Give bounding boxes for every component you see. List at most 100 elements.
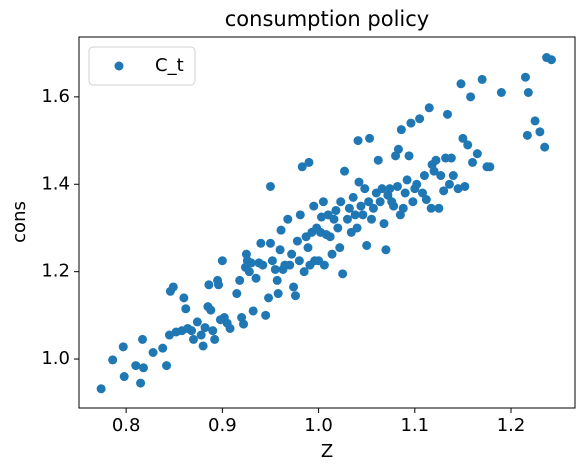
point	[456, 79, 466, 89]
y-tick-label: 1.0	[41, 348, 70, 369]
point	[256, 238, 266, 248]
point	[267, 256, 277, 266]
point	[354, 177, 364, 187]
point	[208, 326, 218, 336]
point	[206, 305, 216, 315]
point	[444, 179, 454, 189]
point	[270, 264, 280, 274]
point	[192, 317, 202, 327]
point	[446, 153, 456, 163]
point	[385, 184, 395, 194]
point	[251, 273, 261, 283]
point	[283, 214, 293, 224]
point	[217, 256, 227, 266]
x-tick-label: 0.9	[208, 415, 237, 436]
x-tick-label: 1.2	[497, 415, 526, 436]
point	[198, 341, 208, 351]
point	[362, 240, 372, 250]
point	[522, 130, 532, 140]
point	[335, 243, 345, 253]
point	[287, 249, 297, 259]
point	[523, 87, 533, 97]
point	[158, 343, 168, 353]
point	[344, 203, 354, 213]
point	[468, 157, 478, 167]
point	[367, 214, 377, 224]
point	[424, 103, 434, 113]
point	[338, 269, 348, 279]
point	[309, 201, 319, 211]
point	[466, 92, 476, 102]
point	[434, 203, 444, 213]
point	[318, 197, 328, 207]
point	[426, 203, 436, 213]
legend-box	[88, 46, 196, 86]
point	[285, 260, 295, 270]
point	[530, 116, 540, 126]
point	[392, 181, 402, 191]
point	[297, 162, 307, 172]
legend-marker	[114, 61, 124, 71]
point	[333, 223, 343, 233]
point	[276, 225, 286, 235]
chart-title: consumption policy	[225, 7, 429, 31]
point	[179, 293, 189, 303]
legend-label: C_t	[155, 55, 184, 76]
point	[138, 363, 148, 373]
point	[431, 155, 441, 165]
point	[196, 330, 206, 340]
x-tick-label: 1.0	[304, 415, 333, 436]
point	[244, 267, 254, 277]
point	[398, 203, 408, 213]
point	[458, 133, 468, 143]
point	[408, 197, 418, 207]
point	[389, 201, 399, 211]
point	[319, 260, 329, 270]
point	[299, 267, 309, 277]
point	[200, 323, 210, 333]
point	[295, 210, 305, 220]
point	[188, 334, 198, 344]
point	[393, 144, 403, 154]
point	[327, 249, 337, 259]
point	[496, 87, 506, 97]
point	[325, 232, 335, 242]
point	[164, 330, 174, 340]
point	[248, 306, 258, 316]
point	[232, 289, 242, 299]
point	[448, 171, 458, 181]
point	[353, 136, 363, 146]
point	[331, 205, 341, 215]
x-axis-label: Z	[321, 441, 333, 462]
point	[210, 334, 220, 344]
point	[187, 326, 197, 336]
point	[429, 166, 439, 176]
point	[239, 319, 249, 329]
point	[364, 197, 374, 207]
point	[406, 118, 416, 128]
point	[396, 125, 406, 135]
point	[356, 201, 366, 211]
point	[404, 151, 414, 161]
point	[292, 236, 302, 246]
point	[417, 188, 427, 198]
point	[485, 162, 495, 172]
point	[214, 280, 224, 290]
point	[443, 109, 453, 119]
point	[540, 142, 550, 152]
point	[258, 260, 268, 270]
point	[264, 293, 274, 303]
point	[460, 181, 470, 191]
point	[235, 275, 245, 285]
point	[402, 175, 412, 185]
point	[294, 256, 304, 266]
x-tick-label: 1.1	[400, 415, 429, 436]
point	[119, 372, 129, 382]
point	[463, 140, 473, 150]
point	[535, 127, 545, 137]
y-axis-label: cons	[9, 201, 30, 243]
point	[336, 197, 346, 207]
point	[289, 282, 299, 292]
point	[303, 243, 313, 253]
